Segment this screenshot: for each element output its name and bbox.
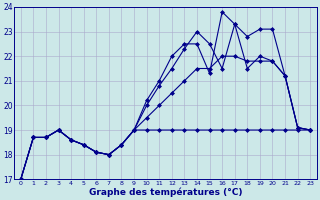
X-axis label: Graphe des températures (°C): Graphe des températures (°C) <box>89 187 242 197</box>
